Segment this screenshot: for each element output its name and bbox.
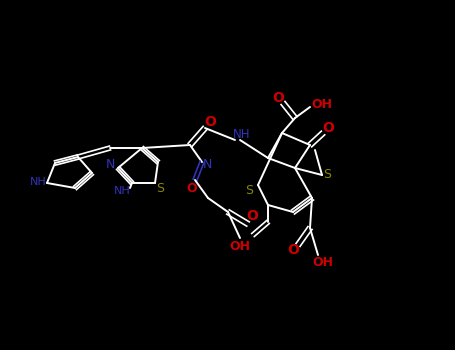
Text: OH: OH (312, 98, 333, 111)
Text: N: N (105, 159, 115, 172)
Text: O: O (287, 243, 299, 257)
Text: S: S (245, 183, 253, 196)
Text: O: O (272, 91, 284, 105)
Text: NH: NH (114, 186, 131, 196)
Text: O: O (204, 115, 216, 129)
Text: S: S (156, 182, 164, 195)
Text: OH: OH (229, 239, 251, 252)
Text: O: O (246, 209, 258, 223)
Text: O: O (322, 121, 334, 135)
Text: OH: OH (313, 257, 334, 270)
Text: S: S (323, 168, 331, 182)
Text: NH: NH (30, 177, 46, 187)
Text: N: N (202, 159, 212, 172)
Text: O: O (187, 182, 197, 195)
Text: NH: NH (233, 128, 251, 141)
